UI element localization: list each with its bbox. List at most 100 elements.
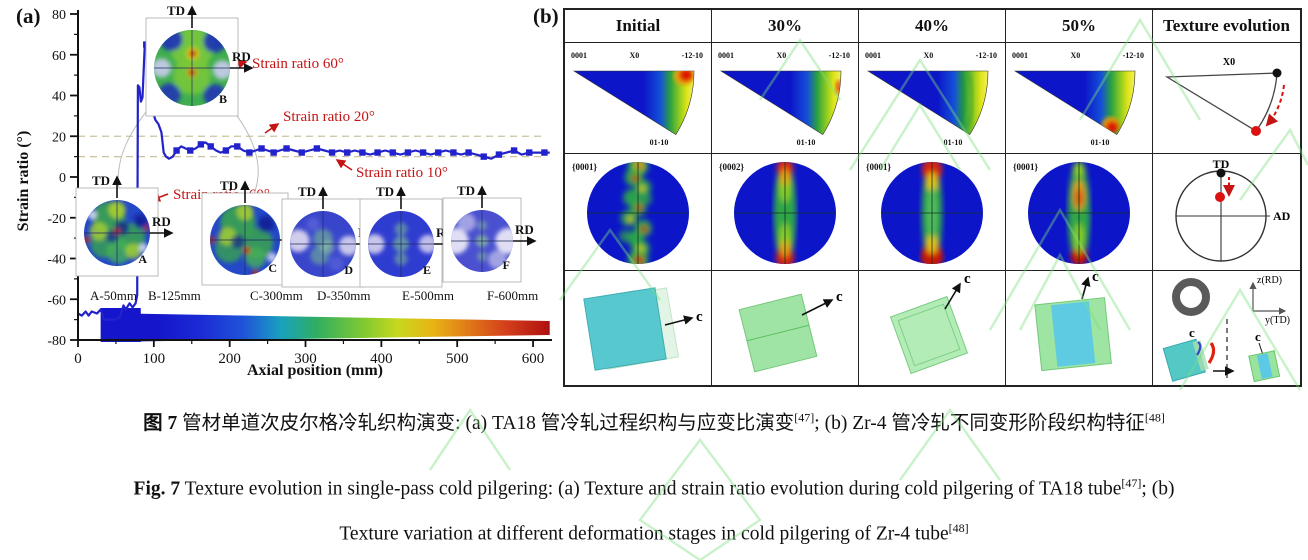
svg-text:Strain ratio 20°: Strain ratio 20°: [283, 109, 375, 125]
svg-text:500: 500: [446, 351, 469, 367]
evolution-ipf: X0: [1153, 43, 1300, 154]
final-orientation-dot: [1251, 126, 1261, 136]
evolution-ipf-diagram: X0: [1164, 57, 1285, 136]
evolution-x0-label: X0: [1223, 57, 1235, 68]
caption-zh: 图 7 管材单道次皮尔格冷轧织构演变: (a) TA18 管冷轧过程织构与应变比…: [143, 410, 1165, 435]
c-axis-label: c: [836, 289, 843, 305]
inset-letter: E: [423, 263, 431, 277]
crystal-40-art: c: [889, 271, 971, 375]
svg-text:D-350mm: D-350mm: [317, 288, 370, 303]
td-label: TD: [220, 178, 238, 193]
evolution-pf-diagram: TD AD: [1175, 157, 1291, 262]
ref-48: [48]: [1144, 410, 1165, 425]
ipf-label-1210: -12-10: [681, 51, 703, 60]
initial-orientation-dot: [1272, 68, 1282, 78]
td-label: TD: [1213, 157, 1230, 171]
rd-label: RD: [152, 214, 171, 229]
svg-text:A-50mm: A-50mm: [90, 288, 137, 303]
ipf-initial: 0001 X0 -12-10 01-10: [565, 43, 712, 154]
pole-figure-insets: TD RD A TD RD B TD RD C TD RD D TD RD E: [0, 0, 562, 400]
final-pole-dot: [1215, 192, 1225, 202]
ipf-triangle: [866, 70, 989, 136]
ipf-triangle: [719, 70, 842, 136]
z-rd-label: z(RD): [1257, 275, 1282, 286]
svg-text:-80: -80: [47, 334, 66, 349]
crystal-30: c: [712, 271, 859, 385]
svg-text:20: 20: [52, 130, 66, 145]
svg-text:Strain ratio 10°: Strain ratio 10°: [356, 165, 448, 181]
ref-47: [47]: [1121, 476, 1142, 490]
td-label: TD: [376, 184, 394, 199]
crystal-40: c: [859, 271, 1006, 385]
pole-figure: [587, 162, 689, 264]
svg-text:B-125mm: B-125mm: [148, 288, 201, 303]
td-label: TD: [457, 183, 475, 198]
pf-tag: {0001}: [1013, 162, 1039, 172]
pole-figure: [881, 162, 983, 264]
pole-figure-inset-C: TD RD C: [201, 178, 304, 286]
pf-30: {0002}: [712, 154, 859, 271]
svg-text:40: 40: [52, 90, 66, 105]
caption-en-prefix: Fig. 7: [133, 478, 181, 500]
pf-tag: {0002}: [719, 162, 745, 172]
ad-label: AD: [1273, 209, 1291, 223]
caption-zh-prefix: 图 7: [143, 413, 178, 434]
initial-pole-dot: [1216, 168, 1226, 178]
svg-text:-40: -40: [47, 253, 66, 268]
ref-48: [48]: [948, 521, 969, 535]
svg-text:400: 400: [370, 351, 393, 367]
svg-text:C-300mm: C-300mm: [250, 288, 303, 303]
rd-label: RD: [232, 49, 251, 64]
svg-text:200: 200: [218, 351, 241, 367]
inset-letter: D: [344, 263, 353, 277]
ipf-50: 0001 X0 -12-10 01-10: [1006, 43, 1153, 154]
c-axis-label: c: [1255, 329, 1261, 344]
x-axis-label: Axial position (mm): [247, 362, 383, 379]
pf-initial: {0001}: [565, 154, 712, 271]
svg-text:-60: -60: [47, 293, 66, 308]
c-axis-label: c: [1189, 325, 1195, 340]
pf-tag: {0001}: [866, 162, 892, 172]
pf-50: {0001}: [1006, 154, 1153, 271]
rd-label: RD: [515, 222, 534, 237]
col-header-50: 50%: [1006, 10, 1153, 43]
pole-figure-inset-D: TD RD D: [281, 184, 380, 288]
pole-figure-inset-E: TD RD E: [359, 184, 458, 288]
rotation-arrow-blue: [1196, 341, 1202, 356]
caption-en-line2: Texture variation at different deformati…: [339, 521, 969, 545]
ref-47: [47]: [794, 410, 815, 425]
col-header-40: 40%: [859, 10, 1006, 43]
ipf-label-0001: 0001: [571, 51, 587, 60]
panel-a-label: (a): [16, 4, 41, 28]
col-header-evolution: Texture evolution: [1153, 10, 1300, 43]
svg-text:80: 80: [52, 8, 66, 23]
svg-text:E-500mm: E-500mm: [402, 288, 454, 303]
ipf-triangle: [1013, 70, 1136, 136]
ipf-triangle: [572, 70, 695, 136]
c-axis-label: c: [1092, 271, 1099, 285]
ipf-30: 0001 X0 -12-10 01-10: [712, 43, 859, 154]
texture-table: Initial 30% 40% 50% Texture evolution 00…: [563, 8, 1302, 387]
pf-40: {0001}: [859, 154, 1006, 271]
panel-b-label: (b): [533, 4, 559, 28]
crystal-initial: c: [565, 271, 712, 385]
td-label: TD: [298, 184, 316, 199]
ipf-label-0110: 01-10: [649, 138, 669, 147]
ipf-label-x0: X0: [629, 51, 640, 60]
inset-letter: A: [138, 252, 147, 266]
pole-figure: [734, 162, 836, 264]
svg-text:0: 0: [74, 351, 82, 367]
evolution-crystal-diagram: z(RD) y(TD) c c: [1162, 275, 1290, 383]
svg-text:0: 0: [59, 171, 66, 186]
tube-cross-section-ring: [1172, 278, 1210, 316]
evolution-arrow: [1265, 84, 1285, 127]
crystal-50: c: [1006, 271, 1153, 385]
evolution-pf: TD AD: [1153, 154, 1300, 271]
y-td-label: y(TD): [1265, 315, 1290, 326]
c-axis-label: c: [964, 271, 971, 287]
svg-text:300: 300: [294, 351, 317, 367]
svg-text:Strain ratio 60°: Strain ratio 60°: [252, 56, 344, 72]
svg-text:-20: -20: [47, 212, 66, 227]
pole-figure-inset-A: TD RD A: [75, 173, 174, 277]
